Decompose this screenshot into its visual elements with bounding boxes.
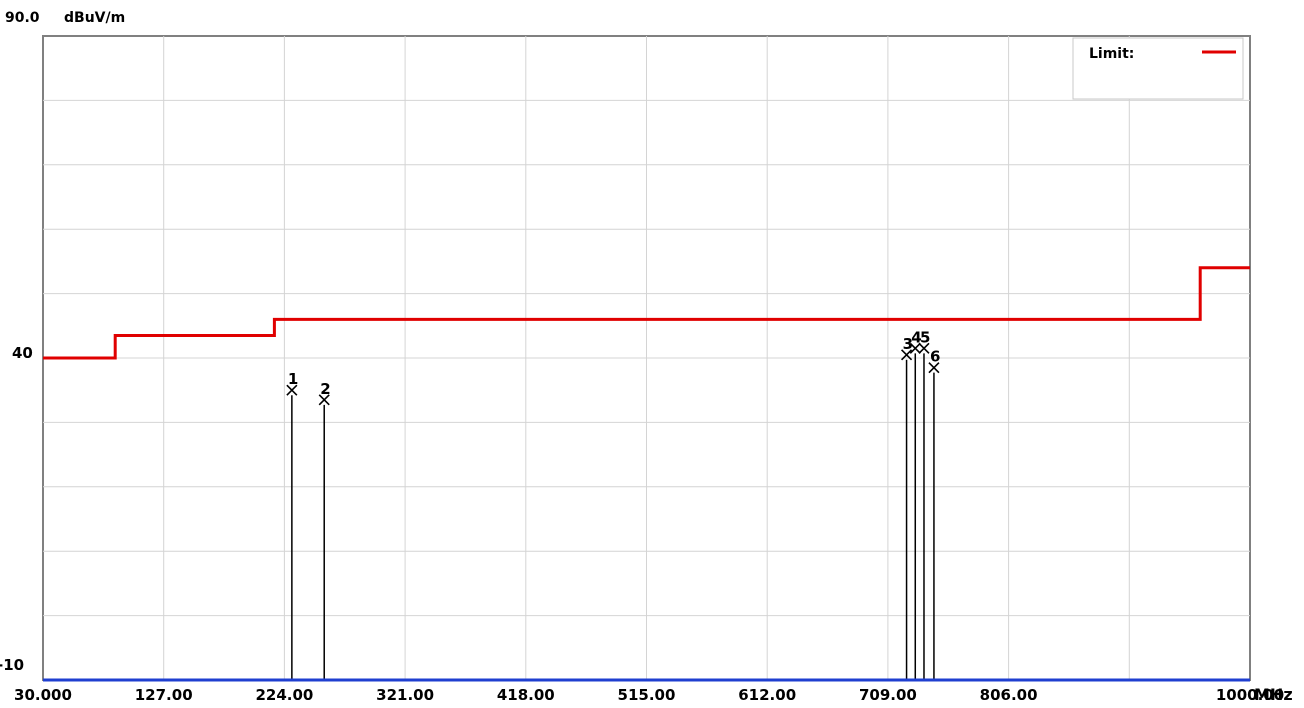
marker-cross-6 [928, 362, 940, 374]
marker-cross-1 [286, 384, 298, 396]
y-axis-bottom-label: -10 [0, 656, 24, 674]
x-tick-label-3: 321.00 [376, 686, 434, 704]
x-tick-label-4: 418.00 [497, 686, 555, 704]
marker-2: 2 [318, 380, 331, 680]
marker-label-6: 6 [930, 348, 940, 366]
x-axis-unit-label: MHz [1254, 685, 1293, 704]
y-axis-mid-label: 40 [12, 344, 33, 362]
marker-5: 5 [918, 328, 930, 680]
marker-1: 1 [286, 370, 298, 680]
marker-label-5: 5 [920, 328, 930, 346]
x-tick-label-9: 1000.00 [1216, 686, 1284, 704]
x-tick-label-7: 709.00 [859, 686, 917, 704]
marker-label-1: 1 [288, 370, 298, 388]
legend-box [1072, 37, 1244, 100]
limit-line [43, 266, 1250, 360]
y-axis-unit-label: dBuV/m [64, 10, 125, 26]
x-tick-label-0: 30.000 [14, 686, 72, 704]
y-axis-top-label: 90.0 [5, 10, 40, 26]
marker-cross-5 [918, 342, 930, 354]
grid-horizontal [43, 99, 1250, 617]
x-tick-label-5: 515.00 [618, 686, 676, 704]
x-tick-labels: 30.000 127.00 224.00 321.00 418.00 515.00 612.… [14, 686, 1284, 704]
x-tick-label-1: 127.00 [135, 686, 193, 704]
marker-4: 4 [909, 328, 922, 680]
x-tick-label-2: 224.00 [255, 686, 313, 704]
marker-label-4: 4 [911, 328, 921, 346]
marker-cross-4 [909, 342, 921, 354]
marker-label-2: 2 [320, 380, 330, 398]
x-tick-label-6: 612.00 [738, 686, 796, 704]
marker-3: 3 [900, 335, 913, 680]
marker-cross-3 [900, 349, 913, 361]
marker-6: 6 [928, 348, 940, 680]
marker-cross-2 [318, 394, 330, 406]
legend-label-limit: Limit: [1089, 46, 1134, 62]
x-tick-label-8: 806.00 [980, 686, 1038, 704]
marker-label-3: 3 [903, 335, 913, 353]
